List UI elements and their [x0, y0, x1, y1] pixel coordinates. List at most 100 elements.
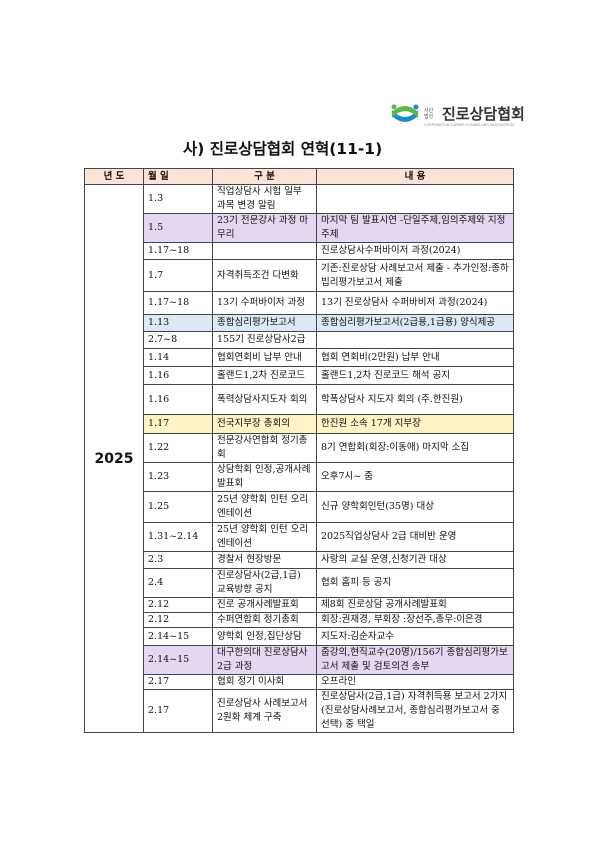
date-cell: 2.3: [143, 551, 213, 569]
content-cell: 2025직업상담사 2급 대비반 운영: [316, 522, 514, 552]
table-row: 1.17 전국지부장 총회의 한진원 소속 17개 지부장: [85, 414, 514, 434]
content-cell: 사랑의 교실 운영,신청기관 대상: [316, 551, 514, 569]
category-cell: 수퍼연합회 정기총회: [212, 612, 317, 628]
content-cell: [316, 331, 514, 349]
logo-small-text: 사단법인: [424, 107, 434, 120]
header-content: 내 용: [316, 168, 514, 185]
content-cell: 13기 진로상담사 수퍼바비저 과정(2024): [316, 291, 514, 315]
category-cell: 진로상담사 사례보고서 2원화 체계 구축: [212, 689, 317, 733]
table-row: 2.17 진로상담사 사례보고서 2원화 체계 구축 진로상담사(2급,1급) 자격…: [85, 689, 514, 733]
table-row: 2.12 수퍼연합회 정기총회 회장:권재경, 부회장 :장선주,총무:이은경: [85, 612, 514, 628]
content-cell: [316, 184, 514, 214]
category-cell: 전국지부장 총회의: [212, 414, 317, 434]
category-cell: 155기 진로상담사2급: [212, 331, 317, 349]
date-cell: 2.17: [143, 674, 213, 690]
content-cell: 지도자:김순자교수: [316, 627, 514, 646]
content-cell: 진로상담사수퍼바이저 과정(2024): [316, 242, 514, 260]
table-row: 1.22 전문강사연합회 정기총회 8기 연합회(회장:이동애) 마지막 소집: [85, 433, 514, 463]
date-cell: 1.7: [143, 259, 213, 292]
content-cell: 한진원 소속 17개 지부장: [316, 414, 514, 434]
page-title: 사) 진로상담협회 연혁(11-1): [183, 140, 383, 158]
table-row: 1.31~2.14 25년 양학회 인턴 오리엔테이션 2025직업상담사 2급 대…: [85, 522, 514, 552]
table-row: 1.16 홀랜드1,2차 진로코드 홀랜드1,2차 진로코드 해석 공지: [85, 366, 514, 385]
category-cell: 경찰서 현장방문: [212, 551, 317, 569]
category-cell: 협회연회비 납부 안내: [212, 348, 317, 367]
category-cell: 협회 정기 이사회: [212, 674, 317, 690]
category-cell: 상담학회 인정,공개사례발표회: [212, 462, 317, 492]
category-cell: 전문강사연합회 정기총회: [212, 433, 317, 463]
date-cell: 1.17: [143, 414, 213, 434]
category-cell: 홀랜드1,2차 진로코드: [212, 366, 317, 385]
content-cell: 오프라인: [316, 674, 514, 690]
table-row: 1.17~18 진로상담사수퍼바이저 과정(2024): [85, 242, 514, 260]
logo-name: 진로상담협회: [442, 105, 525, 123]
date-cell: 1.22: [143, 433, 213, 463]
logo-mark-icon: [391, 104, 419, 122]
table-row: 2.3 경찰서 현장방문 사랑의 교실 운영,신청기관 대상: [85, 551, 514, 569]
category-cell: 23기 전문강사 과정 마무리: [212, 213, 317, 243]
date-cell: 1.5: [143, 213, 213, 243]
content-cell: 오후7시~ 줌: [316, 462, 514, 492]
association-logo: 사단법인 진로상담협회 CORPORATION CAREER COUNSELIN…: [390, 103, 525, 127]
category-cell: 진로상담사(2급,1급) 교육방향 공지: [212, 568, 317, 598]
content-cell: 홀랜드1,2차 진로코드 해석 공지: [316, 366, 514, 385]
content-cell: 마지막 팀 발표시연 -단일주제,임의주제와 지정주제: [316, 213, 514, 243]
table-row: 2.7~8 155기 진로상담사2급: [85, 331, 514, 349]
date-cell: 1.25: [143, 491, 213, 523]
date-cell: 1.14: [143, 348, 213, 367]
category-cell: 대구한의대 진로상담사2급 과정: [212, 645, 317, 675]
category-cell: 폭력상담사지도자 회의: [212, 384, 317, 415]
logo-subtitle: CORPORATION CAREER COUNSELING ASSOCIATIO…: [424, 123, 514, 127]
table-header: 년 도 월 일 구 분 내 용: [84, 168, 514, 185]
table-row: 2.12 진로 공개사례발표회 제8회 진로상담 공개사례발표회: [85, 597, 514, 613]
category-cell: 자격취득조건 다변화: [212, 259, 317, 292]
history-table: 년 도 월 일 구 분 내 용 2025 1.3 직업상담사 시험 일부 과목 변경…: [84, 168, 514, 733]
date-cell: 1.16: [143, 366, 213, 385]
date-cell: 1.13: [143, 314, 213, 332]
content-cell: 학폭상담사 지도자 회의 (주.한진원): [316, 384, 514, 415]
date-cell: 1.16: [143, 384, 213, 415]
table-row: 2025 1.3 직업상담사 시험 일부 과목 변경 알림: [84, 184, 514, 733]
date-cell: 1.23: [143, 462, 213, 492]
category-cell: 25년 양학회 인턴 오리엔테이션: [212, 522, 317, 552]
date-cell: 2.7~8: [143, 331, 213, 349]
content-cell: 종합심리평가보고서(2급용,1급용) 양식제공: [316, 314, 514, 332]
date-cell: 2.17: [143, 689, 213, 733]
date-cell: 2.14~15: [143, 645, 213, 675]
category-cell: 양학회 인정,집단상담: [212, 627, 317, 646]
header-category: 구 분: [212, 168, 317, 185]
category-cell: 25년 양학회 인턴 오리엔테이션: [212, 491, 317, 523]
table-row: 1.23 상담학회 인정,공개사례발표회 오후7시~ 줌: [85, 462, 514, 492]
date-cell: 2.4: [143, 568, 213, 598]
table-row: 2.4 진로상담사(2급,1급) 교육방향 공지 협회 홈피 등 공지: [85, 568, 514, 598]
content-cell: 기존:진로상담 사례보고서 제출 - 추가인정:종하빕리평가보고서 제출: [316, 259, 514, 292]
content-cell: 8기 연합회(회장:이동애) 마지막 소집: [316, 433, 514, 463]
date-cell: 1.3: [143, 184, 213, 214]
content-cell: 줌강의,현직교수(20명)/156기 종합심리평가보고서 제출 및 검토의견 송…: [316, 645, 514, 675]
table-row: 1.14 협회연회비 납부 안내 협회 연회비(2만원) 납부 안내: [85, 348, 514, 367]
header-date: 월 일: [143, 168, 213, 185]
category-cell: 진로 공개사례발표회: [212, 597, 317, 613]
table-row: 1.17~18 13기 수퍼바이저 과정 13기 진로상담사 수퍼바비저 과정(20…: [85, 291, 514, 315]
date-cell: 1.31~2.14: [143, 522, 213, 552]
year-cell: 2025: [84, 184, 144, 733]
date-cell: 2.14~15: [143, 627, 213, 646]
table-row: 2.17 협회 정기 이사회 오프라인: [85, 674, 514, 690]
header-year: 년 도: [84, 168, 144, 185]
table-row: 1.25 25년 양학회 인턴 오리엔테이션 신규 양학회인턴(35명) 대상: [85, 491, 514, 523]
category-cell: 종합심리평가보고서: [212, 314, 317, 332]
content-cell: 협회 연회비(2만원) 납부 안내: [316, 348, 514, 367]
table-row: 1.7 자격취득조건 다변화 기존:진로상담 사례보고서 제출 - 추가인정:종하빕…: [85, 259, 514, 292]
content-cell: 진로상담사(2급,1급) 자격취득용 보고서 2가지(진로상담사례보고서, 종합…: [316, 689, 514, 733]
date-cell: 2.12: [143, 612, 213, 628]
category-cell: 13기 수퍼바이저 과정: [212, 291, 317, 315]
content-cell: 신규 양학회인턴(35명) 대상: [316, 491, 514, 523]
content-cell: 회장:권재경, 부회장 :장선주,총무:이은경: [316, 612, 514, 628]
table-row: 1.13 종합심리평가보고서 종합심리평가보고서(2급용,1급용) 양식제공: [85, 314, 514, 332]
table-row: 2.14~15 양학회 인정,집단상담 지도자:김순자교수: [85, 627, 514, 646]
table-row: 1.5 23기 전문강사 과정 마무리 마지막 팀 발표시연 -단일주제,임의주제와…: [85, 213, 514, 243]
table-row: 1.16 폭력상담사지도자 회의 학폭상담사 지도자 회의 (주.한진원): [85, 384, 514, 415]
category-cell: [212, 242, 317, 260]
content-cell: 제8회 진로상담 공개사례발표회: [316, 597, 514, 613]
date-cell: 2.12: [143, 597, 213, 613]
